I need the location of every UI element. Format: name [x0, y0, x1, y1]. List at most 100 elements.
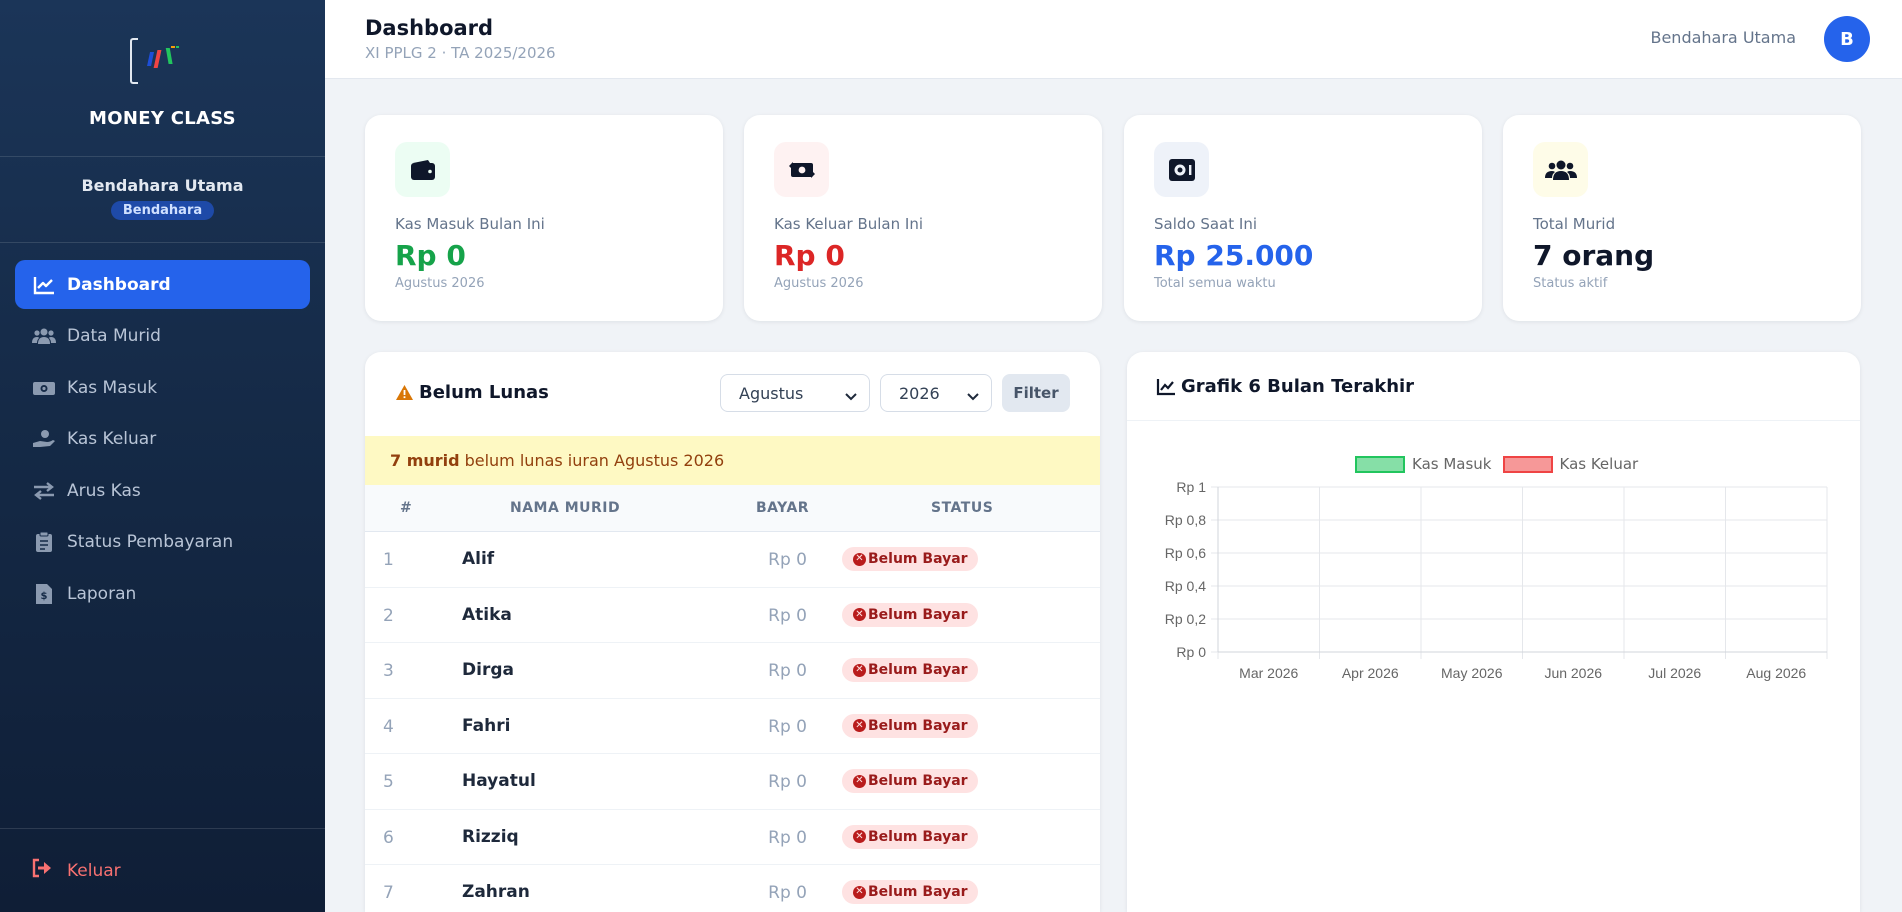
unpaid-alert: 7 murid belum lunas iuran Agustus 2026 [365, 436, 1100, 485]
vault-icon [1154, 142, 1209, 197]
alert-text: belum lunas iuran Agustus 2026 [464, 451, 725, 470]
filter-button[interactable]: Filter [1002, 374, 1070, 412]
unpaid-title-text: Belum Lunas [419, 382, 549, 403]
col-no: # [400, 500, 413, 516]
x-tick-label: Mar 2026 [1239, 665, 1298, 681]
x-tick-label: Jun 2026 [1544, 665, 1602, 681]
status-text: Belum Bayar [868, 828, 968, 845]
table-header: # NAMA MURID BAYAR STATUS [365, 485, 1100, 532]
hand-coin-icon [31, 428, 57, 450]
x-circle-icon: ✕ [853, 608, 866, 621]
chevron-down-icon [967, 387, 979, 406]
month-select[interactable]: Agustus [720, 374, 870, 412]
row-name: Fahri [462, 715, 511, 736]
col-name: NAMA MURID [510, 500, 621, 516]
row-no: 6 [383, 827, 394, 848]
sidebar-item-kas-keluar[interactable]: Kas Keluar [15, 415, 310, 464]
logout-label: Keluar [67, 860, 121, 881]
sidebar-item-data-murid[interactable]: Data Murid [15, 312, 310, 361]
brand-name: MONEY CLASS [89, 108, 236, 129]
sidebar-item-laporan[interactable]: $ Laporan [15, 569, 310, 618]
stat-label: Kas Keluar Bulan Ini [774, 215, 923, 233]
chart-legend: Kas Masuk Kas Keluar [1355, 455, 1638, 473]
x-tick-label: Jul 2026 [1648, 665, 1701, 681]
status-badge: ✕ Belum Bayar [842, 713, 978, 738]
x-circle-icon: ✕ [853, 830, 866, 843]
logout-button[interactable]: Keluar [0, 828, 325, 912]
avatar[interactable]: B [1824, 16, 1870, 62]
stat-sub: Agustus 2026 [395, 276, 485, 291]
status-badge: ✕ Belum Bayar [842, 824, 978, 849]
sidebar-user-block: Bendahara Utama Bendahara [0, 158, 325, 243]
row-name: Zahran [462, 882, 530, 902]
status-badge: ✕ Belum Bayar [842, 880, 978, 904]
status-badge: ✕ Belum Bayar [842, 769, 978, 793]
year-select[interactable]: 2026 [880, 374, 992, 412]
file-invoice-icon: $ [31, 583, 57, 605]
sidebar: MONEY CLASS Bendahara Utama Bendahara Da… [0, 0, 325, 912]
row-pay: Rp 0 [768, 716, 807, 737]
row-pay: Rp 0 [768, 827, 807, 848]
chart-title-text: Grafik 6 Bulan Terakhir [1181, 376, 1415, 397]
page-title: Dashboard [365, 16, 494, 40]
sidebar-item-kas-masuk[interactable]: Kas Masuk [15, 363, 310, 412]
row-name: Dirga [462, 660, 514, 680]
table-row: 4 Fahri Rp 0 ✕ Belum Bayar [365, 699, 1100, 754]
status-text: Belum Bayar [868, 606, 968, 623]
sidebar-item-label: Arus Kas [67, 480, 141, 501]
x-tick-label: Aug 2026 [1746, 665, 1806, 681]
row-pay: Rp 0 [768, 605, 807, 626]
y-tick-label: Rp 0 [1176, 644, 1206, 660]
row-no: 3 [383, 661, 394, 681]
sidebar-item-dashboard[interactable]: Dashboard [15, 260, 310, 309]
row-pay: Rp 0 [768, 772, 807, 792]
unpaid-panel: Belum Lunas Agustus 2026 Filter 7 murid … [365, 352, 1100, 912]
row-pay: Rp 0 [768, 550, 807, 570]
table-row: 7 Zahran Rp 0 ✕ Belum Bayar [365, 865, 1100, 912]
row-pay: Rp 0 [768, 883, 807, 903]
svg-text:$: $ [41, 591, 48, 602]
sidebar-item-arus-kas[interactable]: Arus Kas [15, 466, 310, 515]
table-row: 3 Dirga Rp 0 ✕ Belum Bayar [365, 643, 1100, 699]
x-circle-icon: ✕ [853, 774, 866, 788]
sidebar-item-label: Kas Keluar [67, 429, 157, 449]
wallet-icon [395, 142, 450, 197]
stat-value: Rp 0 [774, 239, 845, 272]
sidebar-user-name: Bendahara Utama [81, 176, 244, 195]
row-name: Hayatul [462, 771, 536, 791]
status-badge: ✕ Belum Bayar [842, 547, 978, 571]
sidebar-item-label: Dashboard [67, 274, 171, 295]
header-user-name: Bendahara Utama [1650, 28, 1796, 47]
alert-count: 7 murid [390, 451, 460, 470]
users-icon [1533, 142, 1588, 197]
row-no: 7 [383, 883, 394, 903]
stat-card-saldo: Saldo Saat Ini Rp 25.000 Total semua wak… [1124, 115, 1482, 321]
arrows-exchange-icon [31, 480, 57, 502]
stat-label: Saldo Saat Ini [1154, 215, 1258, 233]
chart-line-icon [1156, 378, 1176, 396]
sidebar-item-label: Data Murid [67, 326, 161, 346]
row-name: Rizziq [462, 826, 519, 847]
users-icon [31, 325, 57, 347]
row-no: 4 [383, 716, 394, 737]
y-tick-label: Rp 0,8 [1165, 512, 1206, 528]
status-text: Belum Bayar [868, 717, 968, 734]
stat-sub: Agustus 2026 [774, 276, 864, 291]
stat-value: Rp 0 [395, 239, 466, 272]
month-select-value: Agustus [739, 383, 804, 403]
sign-out-icon [31, 858, 57, 883]
y-tick-label: Rp 0,6 [1165, 545, 1206, 561]
sidebar-item-status-pembayaran[interactable]: Status Pembayaran [15, 518, 310, 567]
x-circle-icon: ✕ [853, 552, 866, 566]
status-text: Belum Bayar [868, 884, 968, 900]
stat-label: Kas Masuk Bulan Ini [395, 215, 545, 233]
status-text: Belum Bayar [868, 662, 968, 678]
stat-value: 7 orang [1533, 239, 1655, 272]
money-exchange-icon [774, 142, 829, 197]
brand-area: MONEY CLASS [0, 0, 325, 157]
bar-chart: Rp 0 Rp 0,2 Rp 0,4 Rp 0,6 Rp 0,8 Rp 1 Mar 2026… [1165, 479, 1828, 681]
legend-swatch-kas-masuk [1355, 455, 1405, 473]
table-row: 1 Alif Rp 0 ✕ Belum Bayar [365, 532, 1100, 588]
chart-panel-header: Grafik 6 Bulan Terakhir [1127, 352, 1860, 421]
stat-card-total-murid: Total Murid 7 orang Status aktif [1503, 115, 1861, 321]
